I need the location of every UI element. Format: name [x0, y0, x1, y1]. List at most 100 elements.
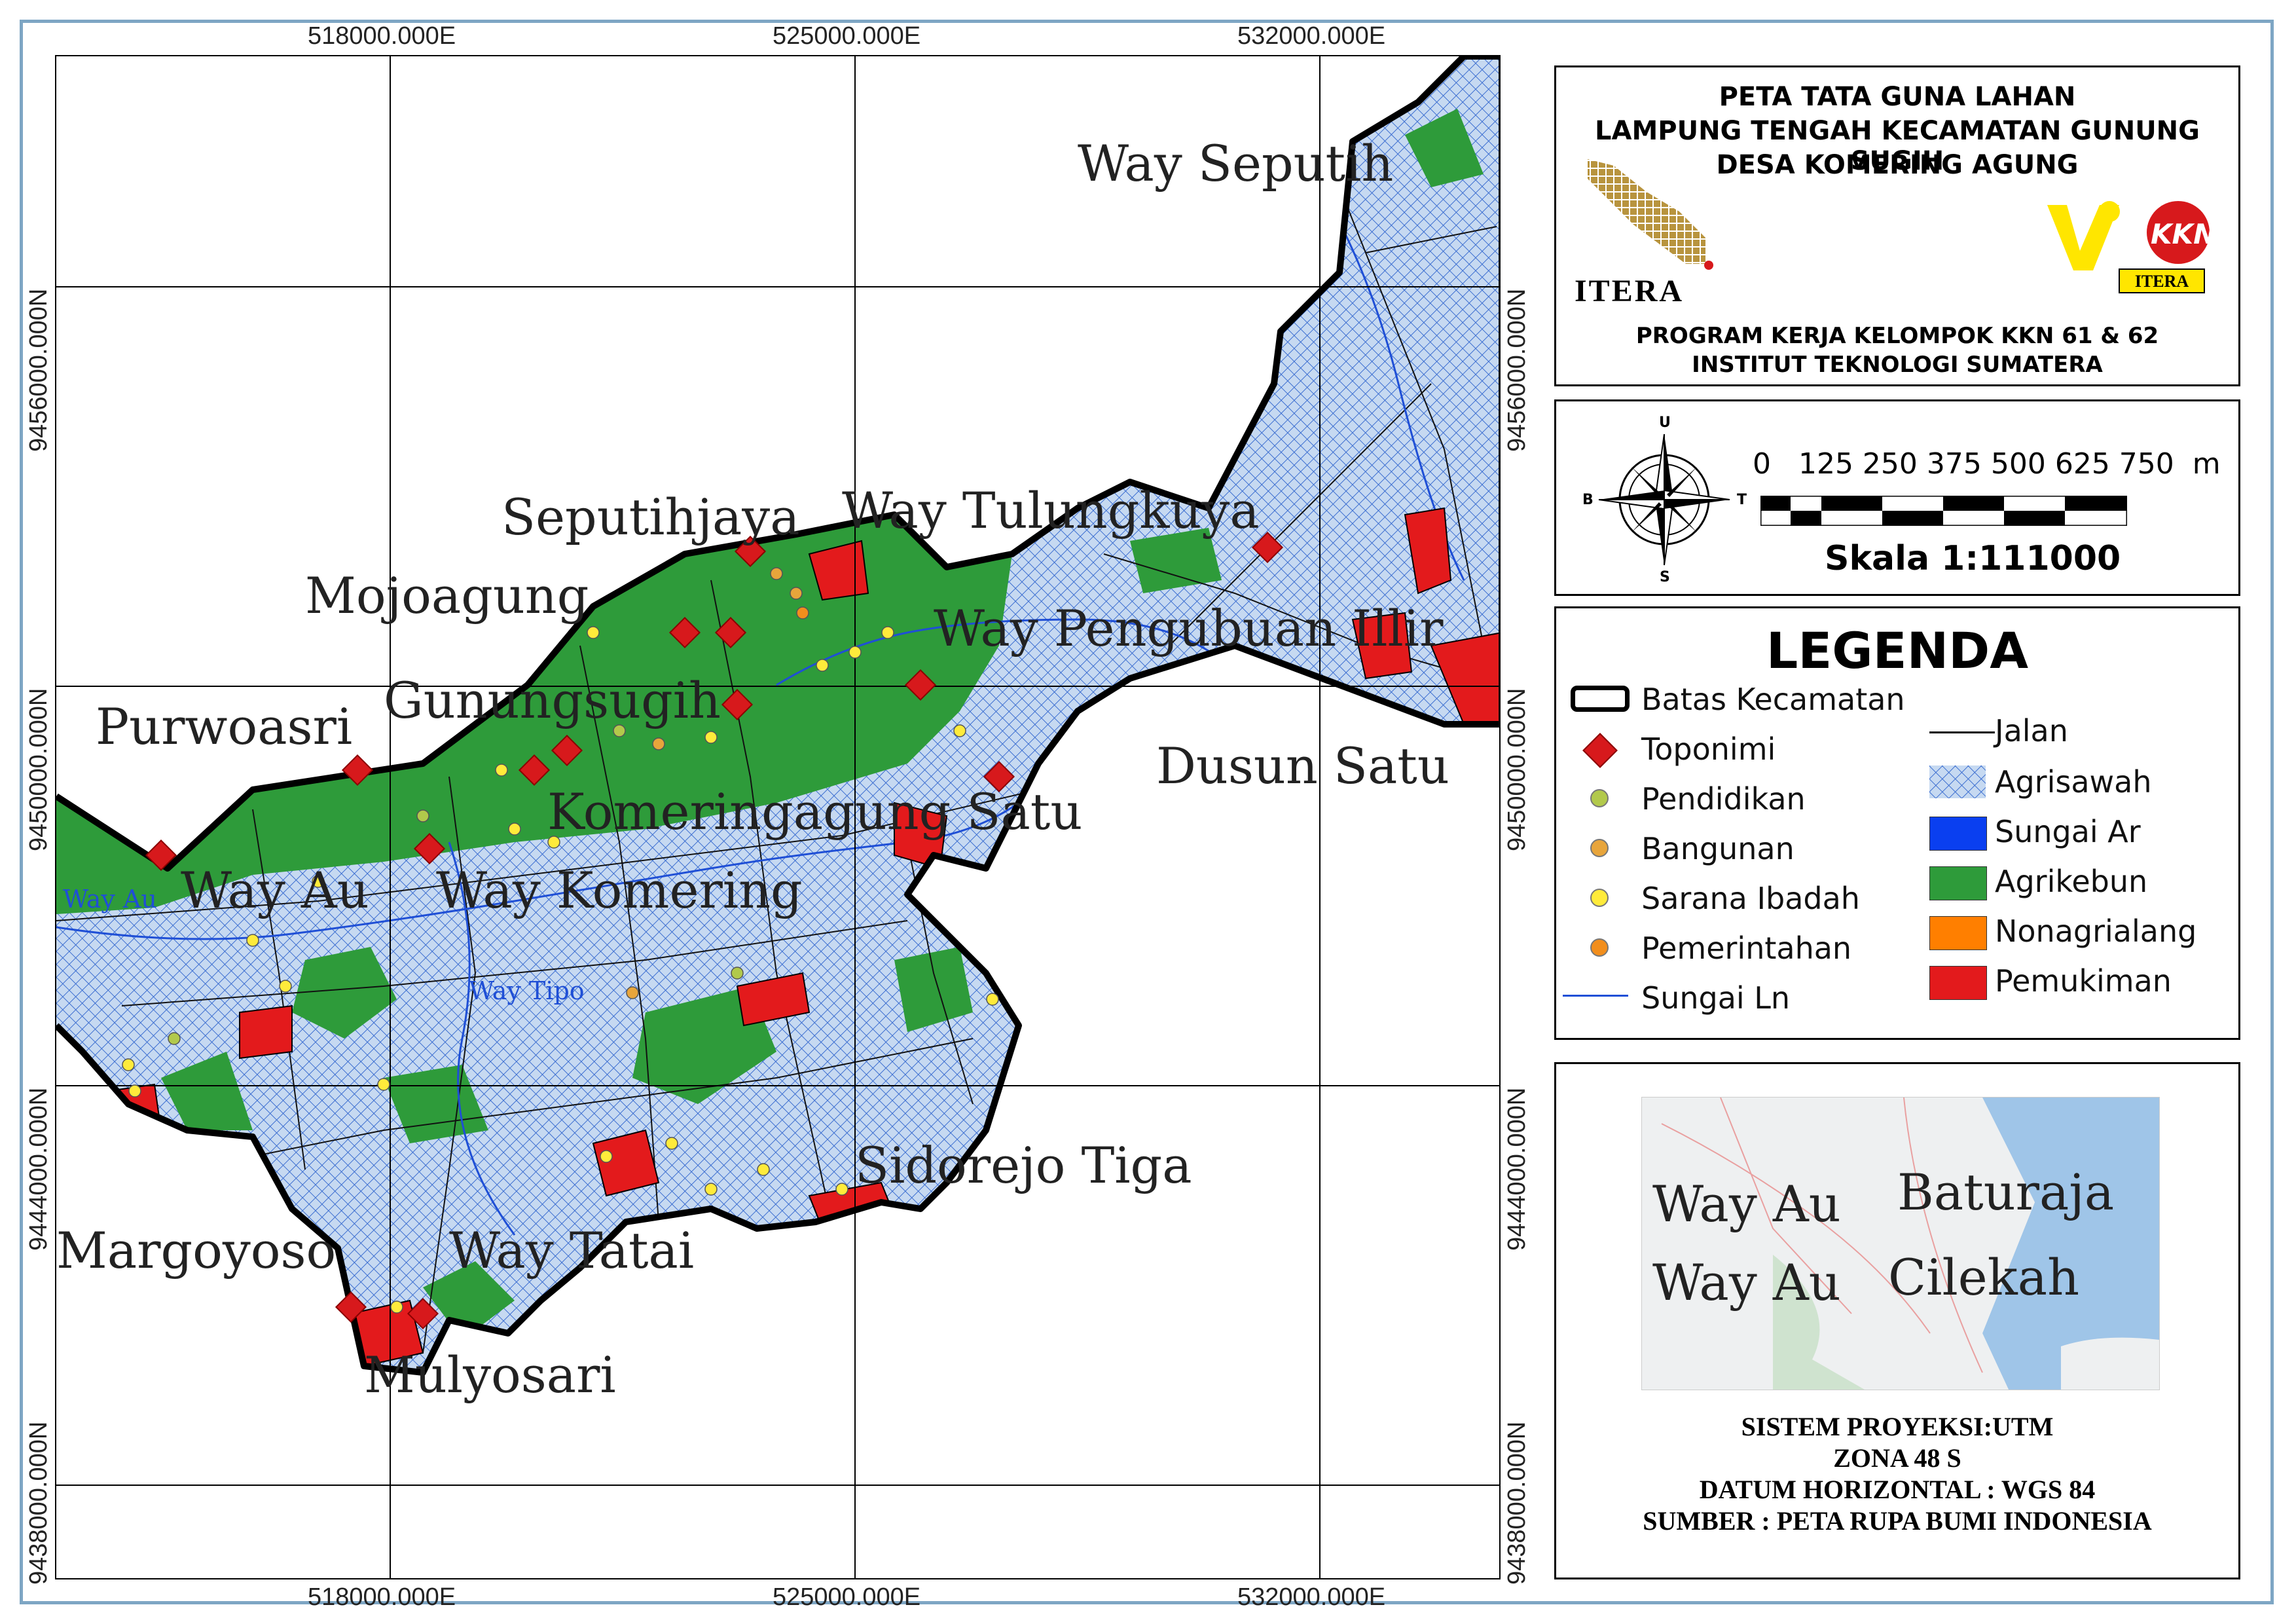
footer-line-2: ZONA 48 S — [1833, 1443, 1961, 1473]
label-way-tulungkuya: Way Tulungkuya — [842, 481, 1260, 540]
legend-label-pendidikan: Pendidikan — [1641, 781, 1806, 817]
inset-label-baturaja: Baturaja — [1897, 1163, 2115, 1221]
legend-symbol-sungai-ln — [1563, 995, 1628, 997]
legend-panel: LEGENDA Batas Kecamatan Toponimi Pendidi… — [1554, 606, 2240, 1040]
agrikebun-patch — [632, 986, 776, 1104]
agrikebun-patch — [1405, 109, 1484, 187]
label-dusun-satu: Dusun Satu — [1156, 737, 1449, 795]
label-way-pengubuan: Way Pengubuan Illir — [934, 599, 1444, 657]
compass-west: B — [1582, 492, 1594, 508]
compass-east: T — [1737, 492, 1747, 508]
inset-label-way-au-1: Way Au — [1652, 1175, 1841, 1233]
legend-label-toponimi: Toponimi — [1641, 731, 1776, 767]
itera-logo: ITERA — [1575, 153, 1732, 308]
legend-symbol-jalan — [1929, 731, 1995, 733]
label-komeringagung-satu: Komeringagung Satu — [547, 783, 1082, 841]
compass-rose: U S B T — [1582, 415, 1747, 585]
facility-points — [122, 567, 999, 1314]
legend-symbol-pendidikan — [1590, 789, 1609, 807]
legend-symbol-sungai-ar — [1929, 817, 1987, 851]
label-mulyosari: Mulyosari — [364, 1346, 616, 1404]
legend-symbol-agrisawah — [1929, 766, 1986, 798]
label-mojoagung: Mojoagung — [305, 566, 589, 625]
label-way-tatai: Way Tatai — [449, 1221, 694, 1280]
inset-map-svg — [1642, 1098, 2159, 1390]
grid-label-right-3: 9444000.000N — [1503, 1087, 1531, 1251]
agrikebun-area — [56, 515, 1012, 914]
grid-label-bottom-1: 518000.000E — [308, 1583, 456, 1611]
label-sidorejo-tiga: Sidorejo Tiga — [855, 1136, 1192, 1194]
legend-label-agrisawah: Agrisawah — [1995, 764, 2152, 800]
label-gunungsugih: Gunungsugih — [384, 671, 721, 729]
agrikebun-patch — [161, 1052, 253, 1130]
legend-label-jalan: Jalan — [1995, 713, 2068, 748]
inset-label-cilekah: Cilekah — [1888, 1248, 2080, 1306]
map-grid — [56, 56, 1499, 1578]
legend-symbol-batas — [1571, 686, 1630, 712]
grid-label-bottom-3: 532000.000E — [1237, 1583, 1386, 1611]
grid-label-left-4: 9438000.000N — [25, 1421, 52, 1585]
scale-bar — [1760, 496, 2127, 526]
kkn-logo-icon — [2047, 201, 2210, 293]
scale-bar-ticks: 0 125 250 375 500 625 750 m — [1753, 447, 2221, 481]
compass-north: U — [1659, 415, 1671, 431]
scale-label: Skala 1:111000 — [1825, 539, 2121, 578]
grid-label-left-2: 9450000.000N — [25, 688, 52, 851]
grid-label-left-1: 9456000.000N — [25, 288, 52, 452]
inset-map[interactable]: Way Au Baturaja Way Au Cilekah — [1641, 1097, 2160, 1390]
legend-label-pemukiman: Pemukiman — [1995, 963, 2172, 999]
label-way-tipo: Way Tipo — [469, 976, 585, 1005]
footer-line-3: DATUM HORIZONTAL : WGS 84 — [1699, 1475, 2096, 1504]
kkn-logo: KKN ITERA — [2041, 192, 2216, 303]
agrikebun-patch — [423, 1261, 515, 1340]
legend-label-agrikebun: Agrikebun — [1995, 864, 2148, 899]
legend-label-bangunan: Bangunan — [1641, 831, 1795, 866]
agrikebun-patch — [1130, 528, 1222, 593]
grid-label-bottom-2: 525000.000E — [773, 1583, 921, 1611]
legend-symbol-sarana-ibadah — [1590, 889, 1609, 907]
legend-symbol-bangunan — [1590, 839, 1609, 857]
grid-label-right-4: 9438000.000N — [1503, 1421, 1531, 1585]
legend-label-nonagrialang: Nonagrialang — [1995, 913, 2197, 949]
legend-title: LEGENDA — [1766, 621, 2029, 680]
label-way-au-river: Way Au — [63, 885, 157, 913]
grid-label-left-3: 9444000.000N — [25, 1087, 52, 1251]
map-title-line-2: LAMPUNG TENGAH KECAMATAN GUNUNG SUGIH — [1595, 116, 2200, 176]
main-map[interactable]: Way Seputih Seputihjaya Way Tulungkuya M… — [55, 55, 1501, 1579]
grid-label-top-2: 525000.000E — [773, 22, 921, 50]
footer-line-4: SUMBER : PETA RUPA BUMI INDONESIA — [1643, 1506, 2152, 1536]
label-purwoasri: Purwoasri — [96, 697, 352, 756]
inset-label-way-au-2: Way Au — [1652, 1253, 1841, 1312]
grid-label-top-3: 532000.000E — [1237, 22, 1386, 50]
compass-south: S — [1660, 569, 1670, 585]
label-way-komering: Way Komering — [436, 861, 803, 919]
toponimi-markers — [145, 531, 1284, 1330]
legend-symbol-pemerintahan — [1590, 938, 1609, 957]
kkn-logo-subtext: ITERA — [2134, 272, 2189, 291]
label-way-au: Way Au — [181, 861, 369, 919]
grid-label-right-1: 9456000.000N — [1503, 288, 1531, 452]
program-line-1: PROGRAM KERJA KELOMPOK KKN 61 & 62 — [1635, 323, 2159, 349]
compass-icon — [1598, 434, 1730, 566]
legend-label-sarana-ibadah: Sarana Ibadah — [1641, 881, 1860, 916]
grid-label-top-1: 518000.000E — [308, 22, 456, 50]
grid-label-right-2: 9450000.000N — [1503, 688, 1531, 851]
scale-panel: U S B T 0 125 250 375 500 625 750 m Skal… — [1554, 399, 2240, 596]
agrikebun-patch — [894, 947, 973, 1032]
label-margoyoso: Margoyoso — [56, 1221, 336, 1280]
legend-label-sungai-ar: Sungai Ar — [1995, 814, 2141, 849]
agrikebun-patch — [292, 947, 397, 1039]
program-line-2: INSTITUT TEKNOLOGI SUMATERA — [1692, 352, 2103, 378]
label-seputihjaya: Seputihjaya — [501, 488, 800, 546]
legend-symbol-agrikebun — [1929, 866, 1987, 900]
legend-label-sungai-ln: Sungai Ln — [1641, 980, 1791, 1016]
title-panel: PETA TATA GUNA LAHAN LAMPUNG TENGAH KECA… — [1554, 65, 2240, 386]
footer-line-1: SISTEM PROYEKSI:UTM — [1741, 1412, 2054, 1441]
itera-logo-icon — [1588, 159, 1713, 270]
batas-kecamatan — [56, 56, 1499, 1376]
map-title-line-1: PETA TATA GUNA LAHAN — [1719, 82, 2076, 112]
legend-symbol-toponimi — [1582, 733, 1618, 768]
land-use-map-svg: Way Seputih Seputihjaya Way Tulungkuya M… — [56, 56, 1499, 1578]
legend-label-pemerintahan: Pemerintahan — [1641, 931, 1852, 966]
itera-logo-text: ITERA — [1575, 274, 1685, 308]
